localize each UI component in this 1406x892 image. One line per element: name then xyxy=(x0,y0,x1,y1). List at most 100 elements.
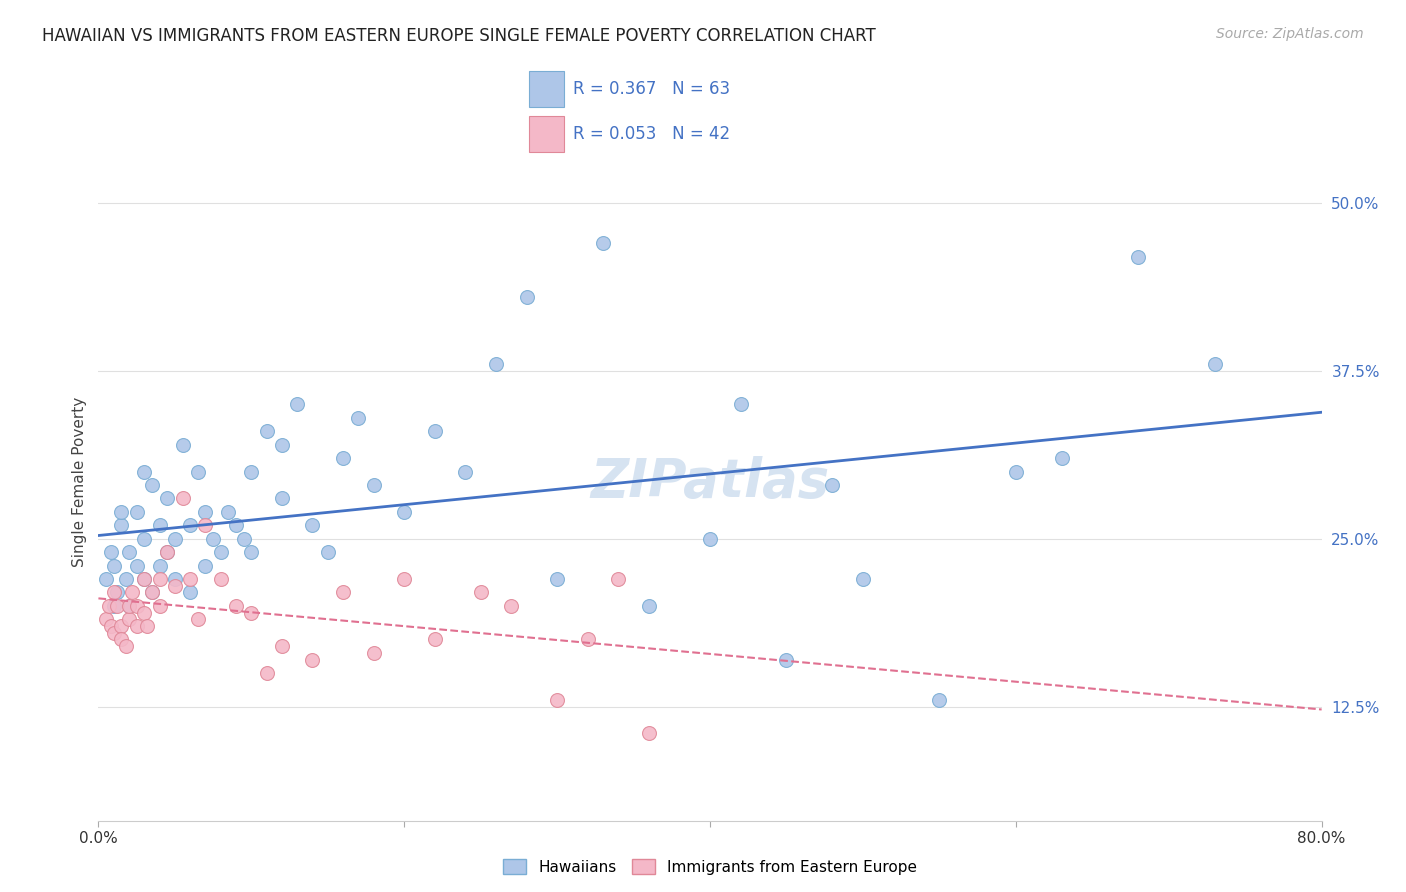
Point xyxy=(392,505,416,519)
Point xyxy=(115,572,138,586)
Point xyxy=(163,572,186,586)
Point xyxy=(118,599,141,613)
Point xyxy=(607,572,630,586)
Point xyxy=(285,397,308,411)
Point xyxy=(125,599,148,613)
Point xyxy=(332,585,354,599)
Point xyxy=(240,606,263,620)
Point xyxy=(94,572,117,586)
Text: R = 0.053   N = 42: R = 0.053 N = 42 xyxy=(572,125,730,143)
Point xyxy=(156,545,179,559)
Point xyxy=(501,599,523,613)
Point xyxy=(141,478,163,492)
Point xyxy=(149,599,172,613)
Text: Source: ZipAtlas.com: Source: ZipAtlas.com xyxy=(1216,27,1364,41)
Point xyxy=(209,572,232,586)
Point xyxy=(270,438,292,452)
Point xyxy=(332,451,354,466)
Point xyxy=(125,619,148,633)
Point xyxy=(225,599,247,613)
Point xyxy=(141,585,163,599)
Point xyxy=(134,532,156,546)
Point xyxy=(217,505,239,519)
Point xyxy=(125,505,148,519)
Point xyxy=(1128,250,1150,264)
Point xyxy=(730,397,752,411)
Point xyxy=(301,652,323,666)
Text: R = 0.367   N = 63: R = 0.367 N = 63 xyxy=(572,80,730,98)
Point xyxy=(105,585,128,599)
Point xyxy=(423,425,446,439)
Point xyxy=(301,518,323,533)
Text: HAWAIIAN VS IMMIGRANTS FROM EASTERN EUROPE SINGLE FEMALE POVERTY CORRELATION CHA: HAWAIIAN VS IMMIGRANTS FROM EASTERN EURO… xyxy=(42,27,876,45)
Point xyxy=(546,693,568,707)
Point xyxy=(637,726,661,740)
Point xyxy=(163,579,186,593)
Point xyxy=(103,599,125,613)
Point xyxy=(852,572,875,586)
Point xyxy=(821,478,844,492)
Point xyxy=(179,518,201,533)
Point xyxy=(516,290,538,304)
Point xyxy=(179,572,201,586)
Point xyxy=(1204,357,1226,371)
Point xyxy=(118,599,141,613)
Point xyxy=(103,585,125,599)
Point xyxy=(470,585,492,599)
Point xyxy=(240,465,263,479)
Point xyxy=(134,465,156,479)
Point xyxy=(125,558,148,573)
Point xyxy=(110,632,132,647)
Point xyxy=(134,606,156,620)
Point xyxy=(163,532,186,546)
Point xyxy=(232,532,254,546)
Point xyxy=(121,585,143,599)
Point xyxy=(256,425,278,439)
Point xyxy=(202,532,225,546)
Point xyxy=(103,625,125,640)
Point xyxy=(94,612,117,626)
Point xyxy=(134,572,156,586)
Point xyxy=(454,465,477,479)
Y-axis label: Single Female Poverty: Single Female Poverty xyxy=(72,397,87,566)
Point xyxy=(546,572,568,586)
Point xyxy=(699,532,721,546)
Point xyxy=(105,599,128,613)
Point xyxy=(240,545,263,559)
Point xyxy=(316,545,339,559)
Point xyxy=(110,518,132,533)
Point xyxy=(225,518,247,533)
Point xyxy=(100,619,122,633)
Point xyxy=(256,665,278,680)
Point xyxy=(141,585,163,599)
Point xyxy=(347,411,370,425)
Point xyxy=(1050,451,1073,466)
Point xyxy=(194,518,217,533)
Point xyxy=(363,646,385,660)
Point xyxy=(110,505,132,519)
Point xyxy=(149,518,172,533)
Point xyxy=(270,639,292,653)
Point xyxy=(928,693,950,707)
Point xyxy=(485,357,508,371)
Point xyxy=(1004,465,1026,479)
Bar xyxy=(530,71,564,107)
Point xyxy=(134,572,156,586)
Point xyxy=(187,465,209,479)
Point xyxy=(392,572,416,586)
Point xyxy=(103,558,125,573)
Point xyxy=(576,632,599,647)
Legend: Hawaiians, Immigrants from Eastern Europe: Hawaiians, Immigrants from Eastern Europ… xyxy=(496,853,924,880)
Point xyxy=(110,619,132,633)
Point xyxy=(637,599,661,613)
Point xyxy=(187,612,209,626)
Bar xyxy=(530,117,564,152)
Text: ZIPatlas: ZIPatlas xyxy=(591,456,830,508)
Point xyxy=(156,545,179,559)
Point xyxy=(100,545,122,559)
Point xyxy=(179,585,201,599)
Point xyxy=(592,236,614,251)
Point xyxy=(115,639,138,653)
Point xyxy=(172,438,194,452)
Point xyxy=(423,632,446,647)
